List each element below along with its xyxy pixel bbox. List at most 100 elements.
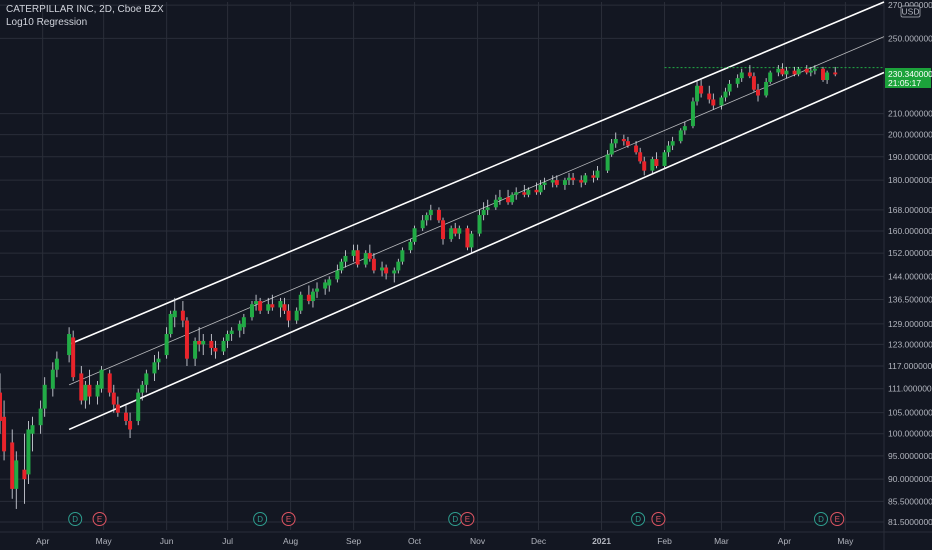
candle-body — [634, 145, 639, 153]
candle — [286, 304, 291, 328]
candle-body — [0, 392, 2, 421]
candle-body — [579, 180, 584, 183]
time-tick-label: Oct — [408, 536, 422, 546]
candle — [343, 250, 348, 268]
candle-body — [796, 68, 801, 75]
last-price-badge: 230.3400000021:05:17 — [885, 68, 932, 88]
candle-body — [497, 197, 502, 200]
candle-body — [481, 209, 486, 216]
candle-body — [50, 369, 55, 389]
time-tick-label: 2021 — [592, 536, 611, 546]
candle-body — [465, 228, 470, 248]
candle — [567, 172, 572, 185]
earnings-marker[interactable]: E — [651, 512, 666, 526]
candle — [534, 182, 539, 195]
candle — [497, 189, 502, 205]
dividend-marker[interactable]: D — [68, 512, 83, 526]
candle-body — [650, 159, 655, 171]
dividend-marker[interactable]: D — [253, 512, 268, 526]
price-tick-label: 100.00000000 — [888, 429, 932, 439]
candle-body — [327, 279, 332, 286]
price-tick-label: 136.50000000 — [888, 294, 932, 304]
candle-body — [420, 220, 425, 229]
candle — [436, 207, 441, 223]
candle — [449, 225, 454, 242]
candle — [315, 282, 320, 298]
candle — [808, 66, 813, 77]
candle-body — [201, 340, 206, 345]
time-tick-label: Jul — [222, 536, 233, 546]
candle-body — [249, 304, 254, 318]
currency-badge[interactable]: USD — [900, 5, 921, 18]
candle — [768, 70, 773, 84]
candle — [0, 373, 2, 434]
candle-body — [323, 282, 328, 289]
price-tick-label: 160.00000000 — [888, 226, 932, 236]
candle-body — [351, 250, 356, 256]
price-tick-label: 210.00000000 — [888, 109, 932, 119]
candle — [764, 78, 769, 98]
earnings-marker[interactable]: E — [830, 512, 845, 526]
earnings-marker[interactable]: E — [281, 512, 296, 526]
candle-body — [735, 78, 740, 84]
candle — [339, 258, 344, 274]
candle-body — [493, 199, 498, 208]
candle-body — [229, 330, 234, 335]
candle — [164, 327, 169, 359]
time-tick-label: May — [837, 536, 854, 546]
dividend-marker[interactable]: D — [814, 512, 829, 526]
candle-body — [804, 68, 809, 73]
candle — [756, 83, 761, 102]
candle — [225, 330, 230, 348]
price-tick-label: 123.00000000 — [888, 339, 932, 349]
event-circle — [460, 512, 475, 526]
candle — [751, 72, 756, 92]
candle-body — [193, 340, 198, 359]
candle — [613, 132, 618, 148]
event-circle — [651, 512, 666, 526]
event-letter: E — [97, 515, 102, 524]
candle — [424, 212, 429, 226]
candle — [457, 225, 462, 240]
event-circle — [92, 512, 107, 526]
candle-body — [625, 141, 630, 146]
dividend-marker[interactable]: D — [631, 512, 646, 526]
last-price-bg — [885, 68, 931, 88]
candle — [526, 187, 531, 198]
candle-body — [335, 270, 340, 280]
candle-body — [2, 416, 7, 452]
candle — [723, 87, 728, 102]
candle-body — [184, 320, 189, 359]
candle — [327, 276, 332, 292]
price-tick-label: 85.50000000 — [888, 496, 932, 506]
candle-body — [343, 255, 348, 262]
candle-body — [282, 304, 287, 311]
candle-body — [115, 404, 120, 413]
regression-channel — [68, 1, 885, 431]
candle-body — [595, 170, 600, 178]
event-circle — [281, 512, 296, 526]
candle — [144, 369, 149, 393]
candle-body — [605, 154, 610, 171]
candle-body — [156, 358, 161, 363]
candle-body — [298, 294, 303, 311]
time-tick-label: Apr — [778, 536, 791, 546]
candle-body — [666, 145, 671, 153]
earnings-marker[interactable]: E — [460, 512, 475, 526]
candle-body — [469, 233, 474, 248]
candle-body — [583, 175, 588, 183]
time-tick-label: Mar — [714, 536, 729, 546]
dividend-marker[interactable]: D — [448, 512, 463, 526]
indicator-name[interactable]: Log10 Regression — [6, 17, 88, 28]
earnings-marker[interactable]: E — [92, 512, 107, 526]
candle-body — [26, 429, 31, 475]
candle — [249, 301, 254, 321]
candle-body — [621, 139, 626, 142]
candle-body — [144, 373, 149, 385]
event-circle — [68, 512, 83, 526]
candle — [355, 244, 360, 268]
candle-body — [784, 70, 789, 75]
candle — [642, 156, 647, 176]
candle — [128, 412, 133, 439]
